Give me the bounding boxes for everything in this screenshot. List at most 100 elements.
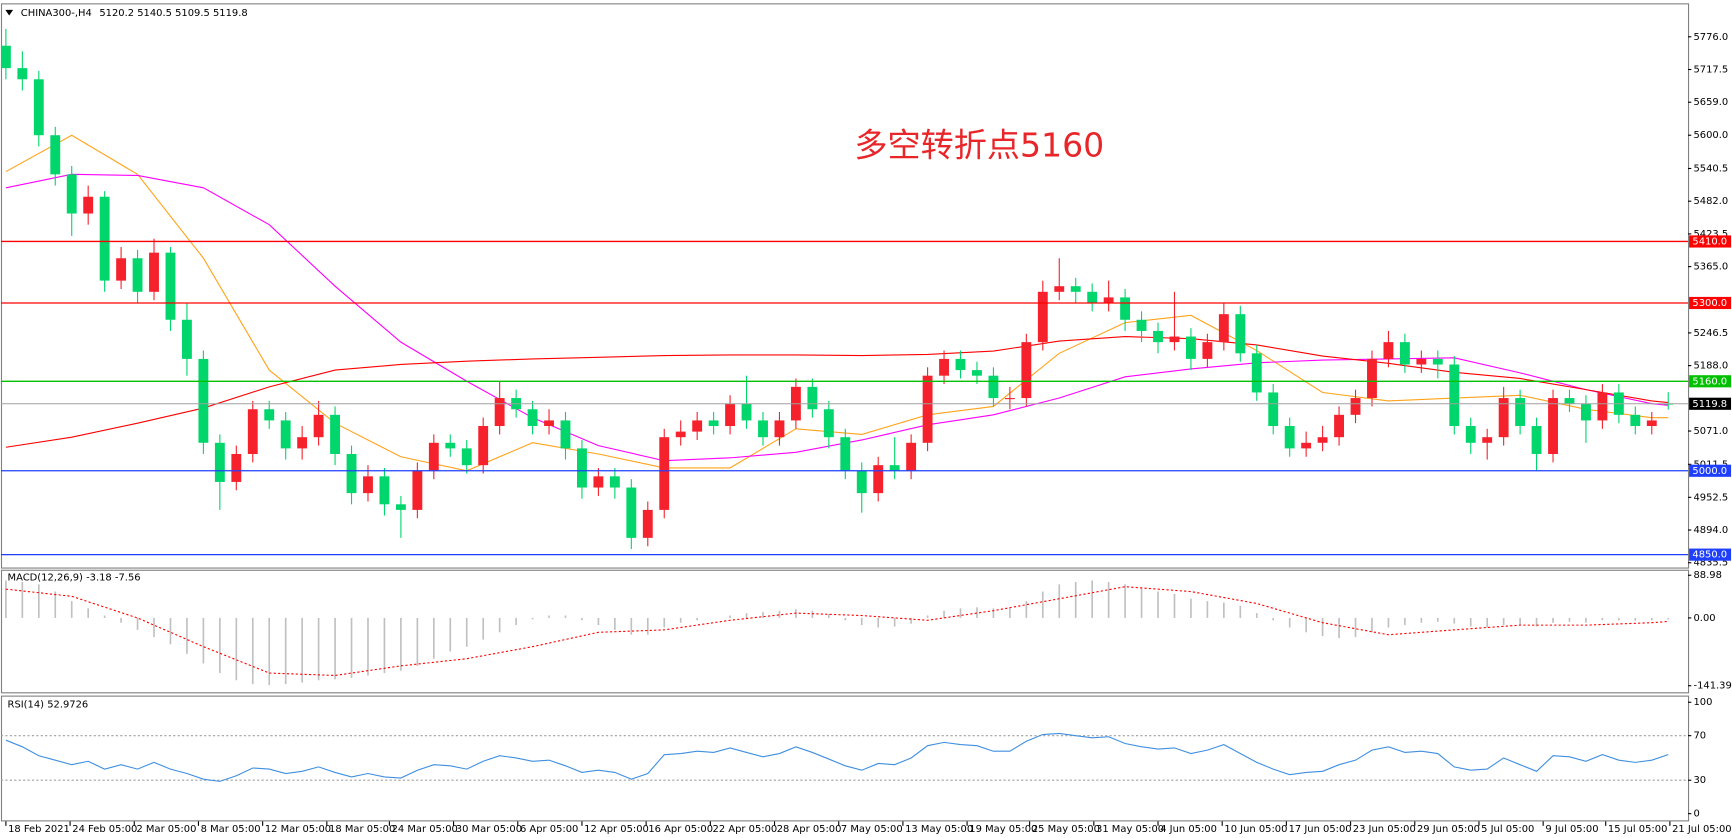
candle-body xyxy=(1021,342,1032,399)
candle-body xyxy=(741,403,752,421)
candle-body xyxy=(1284,426,1295,449)
moving-average xyxy=(5,173,1669,462)
rsi-line xyxy=(5,732,1669,782)
candle-body xyxy=(807,386,818,410)
x-tick-label: 22 Apr 05:00 xyxy=(713,824,778,835)
x-tick-label: 5 Jul 05:00 xyxy=(1481,824,1534,835)
x-tick-label: 16 Apr 05:00 xyxy=(648,824,713,835)
candle-body xyxy=(593,476,604,488)
x-tick-label: 25 May 05:00 xyxy=(1032,824,1100,835)
x-tick-label: 13 May 05:00 xyxy=(905,824,973,835)
x-tick-label: 8 Mar 05:00 xyxy=(201,824,261,835)
menu-arrow[interactable] xyxy=(5,9,14,16)
y-tick-label: 70 xyxy=(1694,731,1707,742)
y-tick-label: 5540.5 xyxy=(1694,163,1729,174)
candle-body xyxy=(1399,342,1410,365)
x-tick-label: 4 Jun 05:00 xyxy=(1160,824,1217,835)
level-label: 5160.0 xyxy=(1692,376,1727,387)
y-tick-label: 5423.5 xyxy=(1694,229,1729,240)
candle-body xyxy=(692,420,703,432)
candle-body xyxy=(50,135,61,175)
annotation: 多空转折点5160 xyxy=(854,125,1104,164)
candle-body xyxy=(149,252,159,292)
candle-body xyxy=(988,375,999,399)
candle-body xyxy=(560,420,571,449)
candle-body xyxy=(1136,319,1147,331)
x-tick-label: 7 May 05:00 xyxy=(841,824,903,835)
x-tick-label: 10 Jun 05:00 xyxy=(1224,824,1287,835)
candle-body xyxy=(478,426,489,466)
close-price: 5119.8 xyxy=(213,8,248,19)
candle-body xyxy=(1646,420,1657,427)
current-price-label: 5119.8 xyxy=(1692,399,1727,410)
x-tick-label: 31 May 05:00 xyxy=(1096,824,1164,835)
candle-body xyxy=(1070,286,1081,292)
macd-panel xyxy=(0,569,1690,694)
candle-body xyxy=(1268,392,1279,427)
x-tick-label: 24 Mar 05:00 xyxy=(392,824,458,835)
rsi-header: RSI(14) 52.9726 xyxy=(8,699,89,710)
y-tick-label: 5482.0 xyxy=(1694,196,1729,207)
y-tick-label: -141.39 xyxy=(1694,681,1732,692)
level-label-box xyxy=(1689,296,1732,310)
candle-body xyxy=(1432,358,1443,365)
candle-body xyxy=(83,196,94,214)
x-tick-label: 23 Jun 05:00 xyxy=(1353,824,1416,835)
candle-body xyxy=(642,509,653,538)
candle-body xyxy=(758,420,768,438)
candle-body xyxy=(1087,291,1098,303)
low-price: 5109.5 xyxy=(175,8,210,19)
candle-body xyxy=(181,319,192,359)
candle-body xyxy=(972,370,982,376)
candle-body xyxy=(1465,426,1476,443)
candle-body xyxy=(1301,442,1312,449)
current-price-box xyxy=(1689,397,1732,410)
candle-body xyxy=(1054,286,1065,292)
candle-body xyxy=(99,196,110,281)
candle-body xyxy=(17,68,28,80)
candle-body xyxy=(0,45,11,69)
y-tick-label: 5717.5 xyxy=(1694,65,1729,76)
candle-body xyxy=(1334,414,1344,438)
y-tick-label: 100 xyxy=(1694,697,1713,708)
y-tick-label: 5188.0 xyxy=(1694,361,1729,372)
y-tick-label: 5600.0 xyxy=(1694,130,1729,141)
candle-body xyxy=(626,487,637,538)
rsi-value: 52.9726 xyxy=(47,699,88,710)
y-tick-label: 5659.0 xyxy=(1694,97,1729,108)
candle-body xyxy=(675,431,686,438)
candle-body xyxy=(412,470,423,510)
symbol: CHINA300-,H4 xyxy=(21,8,92,19)
x-tick-label: 6 Apr 05:00 xyxy=(520,824,578,835)
candle-body xyxy=(873,465,884,494)
y-tick-label: 0 xyxy=(1694,809,1700,820)
plot-layer: 5776.0 5717.5 5659.0 5600.0 5540.5 5482.0 5423… xyxy=(0,28,1732,835)
x-tick-label: 12 Mar 05:00 xyxy=(265,824,331,835)
macd-value: -3.18 xyxy=(86,572,112,583)
candle-body xyxy=(1597,392,1608,421)
candle-body xyxy=(494,398,505,427)
y-tick-label: 5776.0 xyxy=(1694,32,1729,43)
level-label-box xyxy=(1689,548,1732,561)
candle-body xyxy=(379,476,390,505)
candle-body xyxy=(955,358,966,371)
x-tick-label: 18 Feb 2021 xyxy=(8,824,70,835)
level-label: 5000.0 xyxy=(1692,466,1727,477)
y-tick-label: 5071.0 xyxy=(1694,426,1729,437)
macd-title: MACD(12,26,9) xyxy=(8,572,83,583)
candle-body xyxy=(1004,398,1015,400)
candle-body xyxy=(922,375,933,443)
candle-body xyxy=(774,420,785,438)
candle-body xyxy=(445,442,456,449)
candle-body xyxy=(214,442,225,482)
candle-body xyxy=(1449,364,1460,427)
rsi-title: RSI(14) xyxy=(8,699,45,710)
y-tick-label: 30 xyxy=(1694,775,1707,786)
candle-body xyxy=(1581,403,1591,421)
candle-body xyxy=(1169,336,1180,343)
x-tick-label: 30 Mar 05:00 xyxy=(456,824,522,835)
candle-body xyxy=(856,470,867,494)
level-label-box xyxy=(1689,235,1732,248)
y-tick-label: 5246.5 xyxy=(1694,328,1729,339)
